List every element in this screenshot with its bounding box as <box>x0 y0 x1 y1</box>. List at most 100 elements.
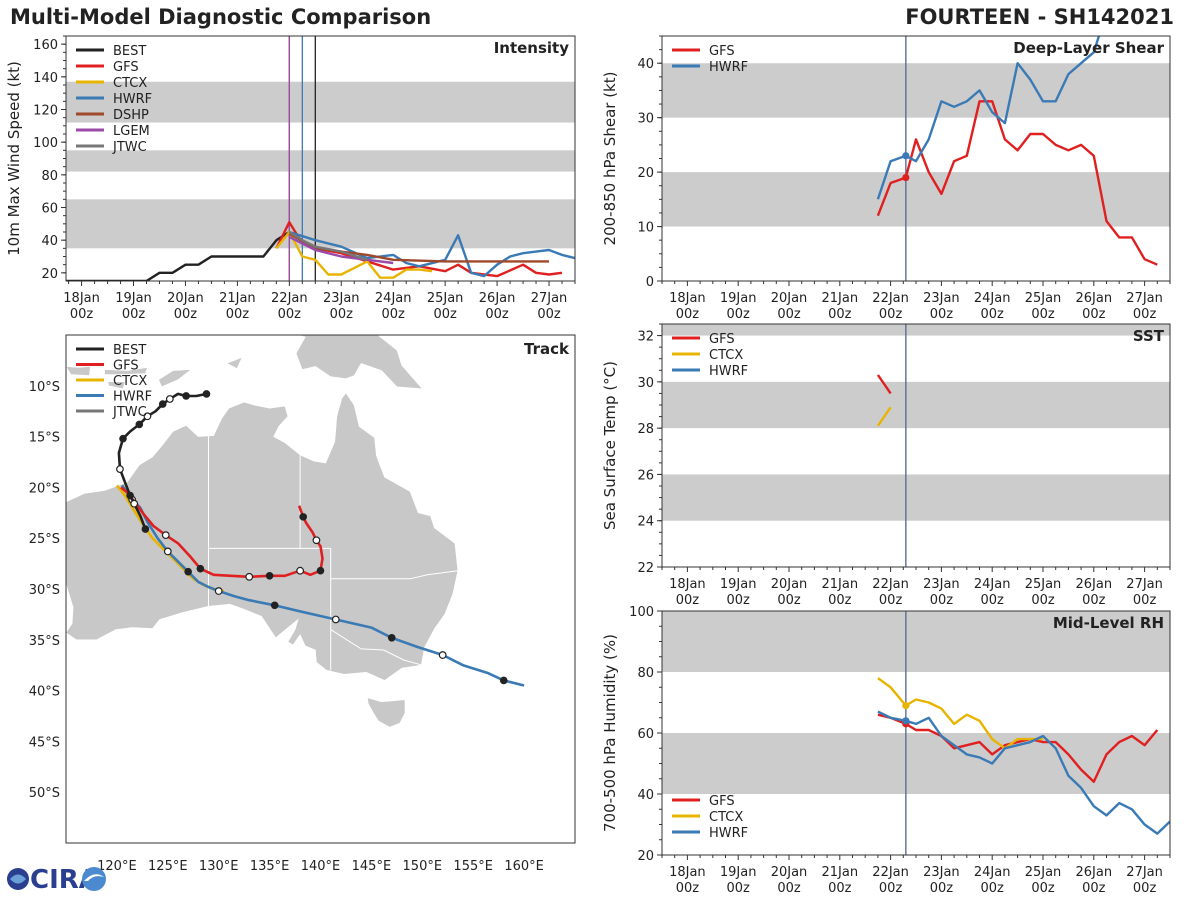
y-tick-label: 40 <box>41 234 58 249</box>
panel-intensity: 2040608010012014016018Jan00z19Jan00z20Ja… <box>5 35 576 322</box>
timor-land <box>158 369 193 388</box>
x-tick-label-day: 24Jan <box>974 291 1011 306</box>
qld-nsw-border <box>330 570 458 580</box>
x-tick-label-day: 25Jan <box>1025 577 1062 592</box>
x-tick-label-hour: 00z <box>828 881 852 896</box>
marker-hwrf <box>902 152 910 160</box>
track-point-open-hwrf <box>331 615 340 624</box>
x-tick-label-day: 20Jan <box>771 291 808 306</box>
x-tick-label-day: 25Jan <box>1025 291 1062 306</box>
y-tick-label: 80 <box>637 666 654 681</box>
track-point-open-best <box>116 465 124 474</box>
panel-rh: 2040608010018Jan00z19Jan00z20Jan00z21Jan… <box>601 605 1171 896</box>
panel-title: Mid-Level RH <box>1053 614 1164 632</box>
series-line-ctcx <box>876 406 892 427</box>
x-tick-label-hour: 00z <box>879 307 903 322</box>
x-tick-label-hour: 00z <box>981 881 1005 896</box>
x-tick-label-day: 25Jan <box>1025 865 1062 880</box>
x-tick-label-day: 27Jan <box>531 291 568 306</box>
map-layer <box>66 335 525 728</box>
shade-band-0 <box>66 199 575 249</box>
series-line-lgem <box>288 235 394 265</box>
x-tick-label-hour: 00z <box>727 881 751 896</box>
x-tick-label-day: 26Jan <box>1076 291 1113 306</box>
track-point-best <box>119 434 127 443</box>
lat-label: 10°S <box>29 380 60 395</box>
legend-label-ctcx: CTCX <box>709 810 743 825</box>
panel-shear: 01020304018Jan00z19Jan00z20Jan00z21Jan00… <box>601 35 1171 322</box>
shade-band-1 <box>662 63 1170 118</box>
y-tick-label: 20 <box>637 849 654 864</box>
x-tick-label-hour: 00z <box>828 593 852 608</box>
x-tick-label-day: 20Jan <box>771 865 808 880</box>
legend-label-lgem: LGEM <box>113 124 150 139</box>
lat-label: 25°S <box>29 532 60 547</box>
series-line-hwrf <box>876 36 1101 200</box>
legend-label-gfs: GFS <box>113 359 139 374</box>
x-tick-label-day: 23Jan <box>923 865 960 880</box>
x-tick-label-day: 26Jan <box>479 291 516 306</box>
track-point-best <box>126 491 134 500</box>
legend-label-hwrf: HWRF <box>113 92 152 107</box>
figure-title: Multi-Model Diagnostic Comparison <box>10 5 432 29</box>
y-axis: 20 40 60 80 100 120 140 160 <box>33 35 66 282</box>
track-point-open-gfs <box>245 572 254 581</box>
plot-area <box>662 324 1170 567</box>
legend-label-hwrf: HWRF <box>709 364 748 379</box>
legend-label-ctcx: CTCX <box>709 348 743 363</box>
x-tick-label-hour: 00z <box>1031 593 1055 608</box>
y-axis: 22 24 26 28 30 32 <box>637 323 662 576</box>
plot-layer <box>66 36 575 281</box>
panel-title: Track <box>524 340 570 358</box>
storm-id: FOURTEEN - SH142021 <box>905 5 1174 29</box>
legend-label-ctcx: CTCX <box>113 76 147 91</box>
shade-band-0 <box>662 172 1170 227</box>
x-tick-label-hour: 00z <box>1031 307 1055 322</box>
y-tick-label: 28 <box>637 422 654 437</box>
lon-label: 155°E <box>453 859 493 874</box>
track-point-gfs <box>196 564 205 573</box>
panel-sst: 22242628303218Jan00z19Jan00z20Jan00z21Ja… <box>601 323 1171 608</box>
series-line-hwrf <box>877 710 1170 835</box>
x-tick-label-hour: 00z <box>330 307 354 322</box>
x-tick-label-day: 20Jan <box>771 577 808 592</box>
x-tick-label-day: 19Jan <box>115 291 152 306</box>
track-point-best <box>158 400 167 408</box>
legend-label-hwrf: HWRF <box>709 826 748 841</box>
lat-label: 45°S <box>29 735 60 750</box>
x-tick-label-hour: 00z <box>485 307 509 322</box>
lat-axis: 10°S 15°S 20°S 25°S 30°S 35°S 40°S 45°S 50°S <box>29 380 60 801</box>
track-point-open-hwrf <box>438 651 447 659</box>
x-tick-label-day: 25Jan <box>427 291 464 306</box>
legend-label-hwrf: HWRF <box>113 390 152 405</box>
lat-label: 50°S <box>29 786 60 801</box>
legend-label-best: BEST <box>113 44 146 59</box>
tasmania-land <box>366 697 406 728</box>
x-tick-label-day: 19Jan <box>720 865 757 880</box>
x-tick-label-day: 27Jan <box>1126 577 1163 592</box>
x-tick-label-day: 23Jan <box>923 577 960 592</box>
track-point-open-hwrf <box>214 587 223 595</box>
track-point-gfs <box>316 566 325 575</box>
x-tick-label-day: 26Jan <box>1076 577 1113 592</box>
x-tick-label-day: 21Jan <box>219 291 256 306</box>
series-line-gfs <box>876 100 1158 266</box>
legend-label-jtwc: JTWC <box>112 405 147 420</box>
x-tick-label-day: 24Jan <box>974 865 1011 880</box>
track-point-open-best <box>143 412 152 421</box>
x-axis: 18Jan00z19Jan00z20Jan00z21Jan00z22Jan00z… <box>661 281 1171 322</box>
panel-title: SST <box>1133 327 1165 345</box>
x-tick-label-day: 18Jan <box>669 577 706 592</box>
x-tick-label-hour: 00z <box>727 593 751 608</box>
plot-layer <box>662 36 1170 281</box>
y-axis: 0 10 20 30 40 <box>637 35 662 290</box>
x-tick-label-hour: 00z <box>433 307 457 322</box>
x-tick-label-hour: 00z <box>1133 881 1157 896</box>
shade-band-1 <box>66 150 575 172</box>
track-point-open-hwrf <box>163 547 172 556</box>
y-tick-label: 40 <box>637 57 654 72</box>
track-point-open-best <box>165 395 174 403</box>
y-tick-label: 80 <box>41 169 58 184</box>
x-tick-label-hour: 00z <box>879 881 903 896</box>
